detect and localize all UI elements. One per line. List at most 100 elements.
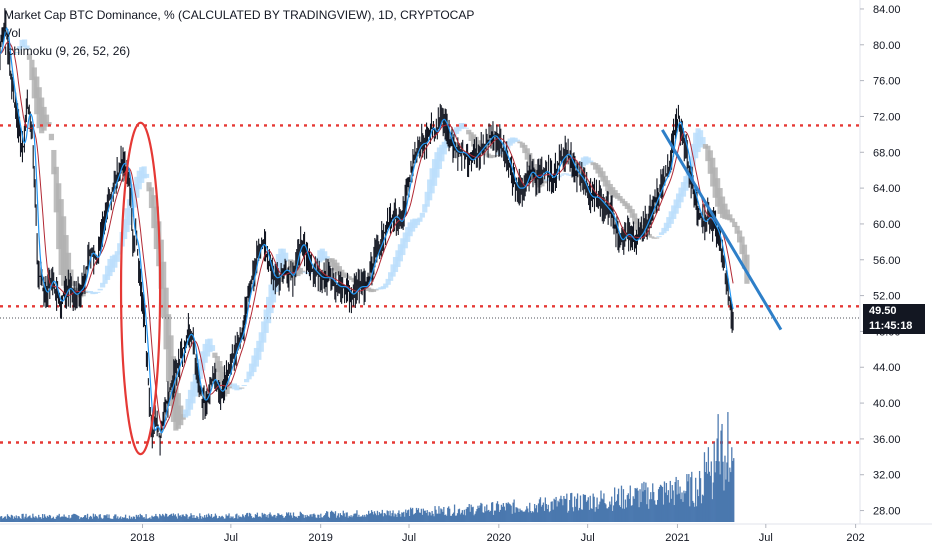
volume-bar [50, 518, 53, 522]
volume-bar [315, 517, 317, 522]
volume-bar [467, 507, 469, 522]
volume-bar [98, 514, 100, 522]
volume-bar [212, 516, 215, 522]
volume-bar [386, 510, 388, 522]
volume-bar [1, 518, 4, 522]
volume-bar [535, 505, 538, 522]
cloud-segment [414, 218, 421, 226]
volume-bar [230, 516, 232, 522]
volume-bar [250, 516, 253, 522]
volume-bar [511, 513, 513, 522]
volume-bar [649, 499, 651, 522]
volume-bar [482, 512, 484, 522]
cloud-segment [51, 149, 57, 175]
volume-bar [361, 516, 363, 522]
volume-bar [276, 515, 278, 522]
volume-bar [387, 511, 389, 522]
volume-bar [245, 513, 248, 522]
volume-bar [478, 507, 480, 522]
volume-bar [143, 517, 145, 522]
volume-bar [19, 518, 21, 522]
volume-bar [192, 518, 194, 522]
cloud-segment [490, 155, 496, 158]
volume-bar [274, 514, 276, 522]
volume-bar [8, 516, 11, 522]
volume-bar [232, 516, 234, 522]
base-line [0, 41, 734, 430]
volume-bar [496, 501, 499, 522]
volume-bar [296, 517, 299, 522]
volume-bar [637, 490, 639, 522]
volume-bar [291, 517, 294, 522]
volume-bar [542, 502, 545, 522]
volume-bar [630, 505, 632, 522]
legend-ichimoku[interactable]: Ichimoku (9, 26, 52, 26) [4, 44, 131, 58]
volume-bar [477, 505, 479, 522]
volume-bar [411, 507, 414, 522]
cloud-segment [114, 251, 120, 262]
volume-bar [671, 485, 673, 522]
volume-bar [331, 511, 334, 522]
volume-bar [527, 508, 529, 522]
volume-bar [251, 518, 254, 522]
volume-bar [656, 499, 659, 522]
volume-bar [181, 514, 183, 522]
volume-bar [58, 513, 60, 522]
volume-bar [538, 499, 541, 522]
volume-bar [717, 414, 719, 522]
volume-bar [195, 517, 197, 522]
volume-bar [624, 499, 627, 522]
volume-bar [13, 516, 15, 522]
volume-bar [194, 517, 196, 522]
volume-bar [236, 513, 238, 522]
volume-bar [712, 482, 714, 522]
volume-bar [474, 513, 476, 522]
cloud-segment [727, 214, 733, 221]
volume-bar [105, 515, 107, 522]
volume-bar [66, 517, 68, 522]
volume-bar [547, 504, 549, 522]
volume-bar [16, 518, 18, 522]
legend-volume[interactable]: Vol [4, 26, 21, 40]
volume-bar [27, 516, 29, 522]
volume-bar [73, 513, 75, 522]
volume-bar [300, 512, 302, 522]
volume-bar [498, 511, 501, 522]
volume-bar [239, 517, 241, 522]
cloud-segment [26, 53, 33, 60]
volume-bar [103, 515, 105, 522]
volume-bar [457, 509, 460, 522]
volume-bar [56, 515, 58, 522]
volume-bar [484, 506, 486, 522]
volume-bar [265, 516, 267, 522]
volume-bar [180, 516, 182, 522]
volume-bar [489, 511, 491, 522]
cloud-segment [654, 237, 660, 239]
cloud-segment [346, 276, 352, 279]
volume-bar [526, 506, 528, 522]
volume-bar [362, 514, 364, 522]
volume-bar [15, 515, 17, 522]
volume-bar [140, 515, 142, 522]
cloud-segment [588, 160, 594, 163]
legend-title[interactable]: Market Cap BTC Dominance, % (CALCULATED … [4, 8, 475, 22]
x-tick-label: Jul [224, 532, 238, 544]
volume-bar [144, 518, 146, 522]
volume-bar [404, 516, 406, 522]
volume-bar [648, 508, 650, 522]
volume-bar [438, 506, 440, 522]
volume-bar [177, 513, 179, 522]
volume-bar [378, 512, 381, 522]
volume-bar [311, 516, 313, 522]
volume-bar [431, 510, 433, 522]
volume-bar [492, 514, 495, 522]
volume-bar [660, 485, 663, 522]
volume-bar [702, 495, 705, 522]
volume-bar [585, 501, 587, 522]
volume-bar [654, 500, 656, 522]
volume-bar [163, 516, 166, 522]
cloud-segment [239, 387, 245, 389]
volume-bar [419, 512, 422, 522]
volume-bar [436, 513, 438, 522]
